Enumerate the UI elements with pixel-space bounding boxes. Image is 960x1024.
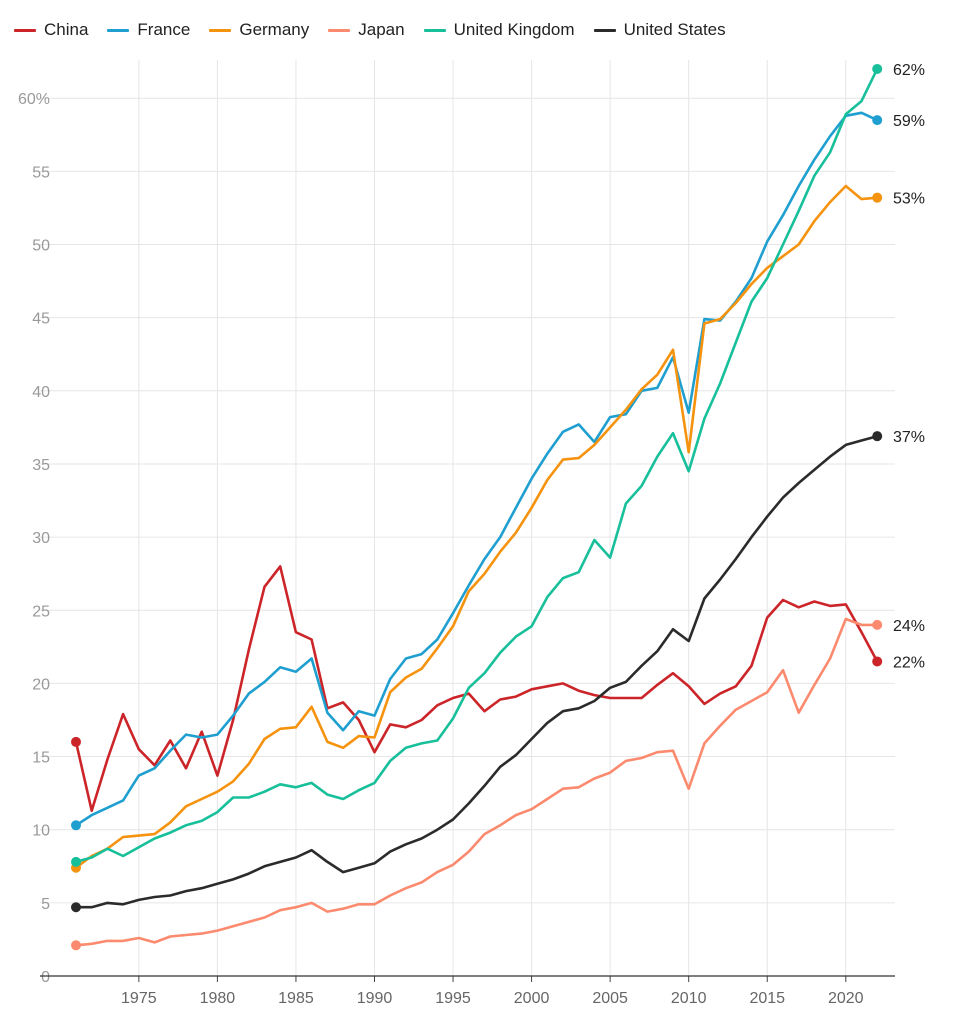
end-value-label: 53% <box>893 191 925 208</box>
y-tick-label: 15 <box>32 750 50 767</box>
x-tick-label: 1990 <box>357 990 393 1007</box>
legend-item: United States <box>593 20 726 40</box>
end-value-label: 62% <box>893 62 925 79</box>
legend-item: United Kingdom <box>423 20 575 40</box>
legend-item: China <box>14 20 88 40</box>
y-tick-label: 40 <box>32 384 50 401</box>
legend-swatch <box>593 28 616 32</box>
legend-label: China <box>44 20 89 39</box>
y-tick-label: 30 <box>32 530 50 547</box>
legend-swatch <box>423 28 446 32</box>
y-tick-label: 0 <box>41 969 50 986</box>
end-value-label: 22% <box>893 654 925 671</box>
x-tick-label: 2005 <box>592 990 628 1007</box>
legend-label: United Kingdom <box>453 20 575 39</box>
series-line-germany <box>75 184 878 869</box>
x-tick-label: 1975 <box>121 990 157 1007</box>
x-tick-label: 2020 <box>828 990 864 1007</box>
start-point-marker <box>71 856 81 867</box>
end-point-marker <box>872 431 883 442</box>
legend-swatch <box>209 28 232 32</box>
start-point-marker <box>71 902 81 913</box>
end-point-marker <box>872 619 883 630</box>
legend-label: France <box>137 20 191 39</box>
series-line-france <box>75 111 878 827</box>
legend-item: Japan <box>328 20 405 40</box>
start-point-marker <box>71 820 81 831</box>
legend-item: France <box>107 20 190 40</box>
y-tick-label: 20 <box>32 676 50 693</box>
legend-label: Japan <box>358 20 405 39</box>
end-point-marker <box>872 656 883 667</box>
y-tick-label: 25 <box>32 603 50 620</box>
y-tick-label: 60% <box>18 91 50 108</box>
legend-label: United States <box>623 20 726 39</box>
end-value-label: 24% <box>893 618 925 635</box>
y-tick-label: 50 <box>32 238 50 255</box>
end-value-label: 37% <box>893 429 925 446</box>
end-point-marker <box>872 192 883 203</box>
legend-swatch <box>107 28 130 32</box>
start-point-marker <box>71 736 81 747</box>
end-point-marker <box>872 115 883 126</box>
series-line-china <box>74 565 879 813</box>
series-line-japan <box>75 617 878 947</box>
end-point-marker <box>872 63 883 74</box>
start-point-marker <box>71 940 81 951</box>
x-tick-label: 1995 <box>435 990 471 1007</box>
series-line-united-states <box>76 434 878 909</box>
x-tick-label: 2015 <box>749 990 785 1007</box>
end-value-label: 59% <box>893 113 925 130</box>
legend-swatch <box>328 28 351 32</box>
y-tick-label: 5 <box>41 896 50 913</box>
y-tick-label: 45 <box>32 311 50 328</box>
y-tick-label: 10 <box>32 823 50 840</box>
x-tick-label: 1980 <box>200 990 236 1007</box>
legend-swatch <box>14 28 36 32</box>
legend-item: Germany <box>209 20 309 40</box>
series-line-united-kingdom <box>75 68 879 864</box>
chart-legend: China France Germany Japan United Kingdom Uni… <box>14 20 745 40</box>
x-tick-label: 1985 <box>278 990 314 1007</box>
x-tick-label: 2000 <box>514 990 550 1007</box>
y-tick-label: 35 <box>32 457 50 474</box>
x-tick-label: 2010 <box>671 990 707 1007</box>
y-tick-label: 55 <box>32 164 50 181</box>
legend-label: Germany <box>239 20 310 39</box>
